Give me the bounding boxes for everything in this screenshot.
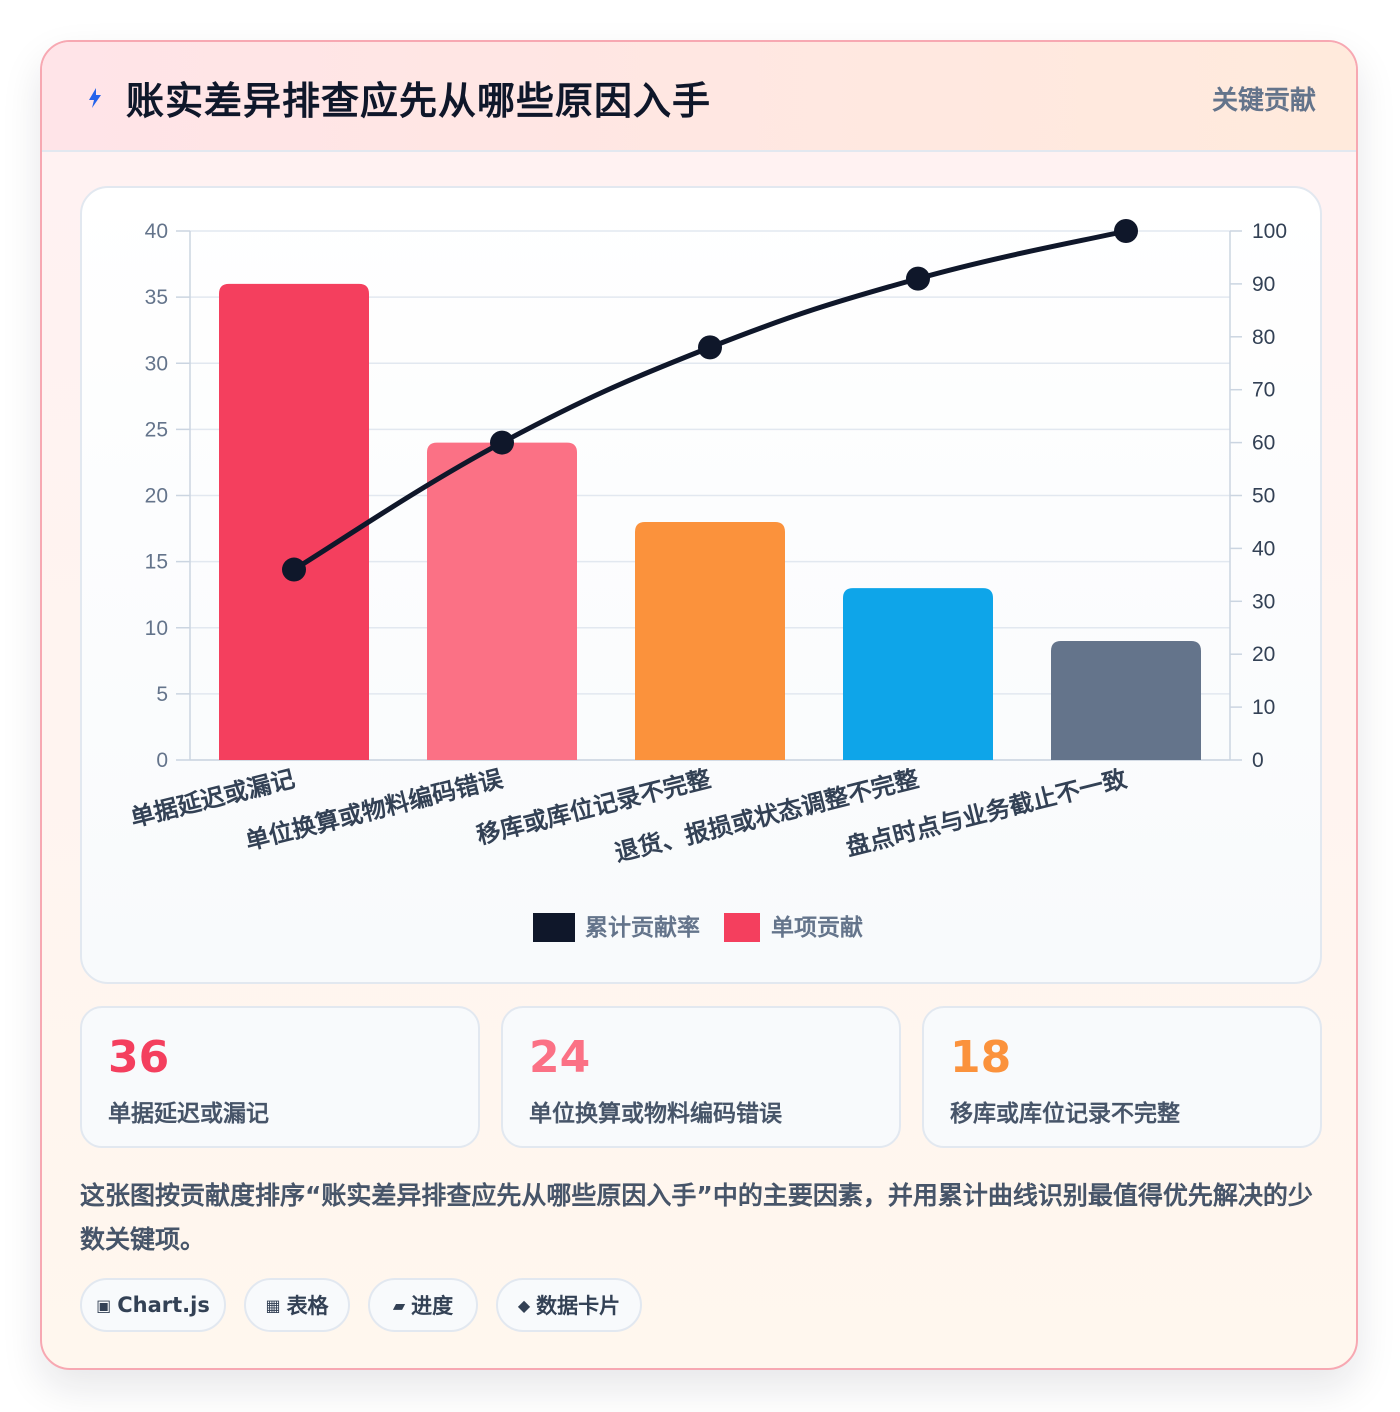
pill-label: 数据卡片 bbox=[536, 1294, 621, 1318]
pill-label: 进度 bbox=[411, 1294, 454, 1318]
legend-label: 累计贡献率 bbox=[585, 914, 700, 941]
pill-table[interactable]: ▦ 表格 bbox=[244, 1278, 350, 1332]
cumulative-point bbox=[906, 266, 930, 291]
legend-label: 单项贡献 bbox=[771, 915, 863, 941]
y-tick-label: 5 bbox=[156, 683, 168, 706]
y2-tick-label: 40 bbox=[1252, 537, 1275, 560]
diamond-icon: ◆ bbox=[517, 1295, 531, 1315]
y2-tick-label: 0 bbox=[1252, 749, 1264, 772]
stat-label: 单据延迟或漏记 bbox=[108, 1101, 269, 1127]
pill-label: Chart.js bbox=[117, 1293, 210, 1317]
pill-progress[interactable]: ▰ 进度 bbox=[368, 1278, 478, 1332]
bar bbox=[219, 283, 369, 760]
cumulative-point bbox=[282, 557, 306, 582]
stat-value: 24 bbox=[529, 1032, 591, 1083]
cumulative-point bbox=[698, 335, 722, 360]
y2-tick-label: 30 bbox=[1252, 590, 1275, 613]
bar bbox=[427, 442, 577, 760]
y2-tick-label: 20 bbox=[1252, 643, 1275, 666]
table-icon: ▦ bbox=[265, 1295, 281, 1315]
cumulative-point bbox=[490, 430, 514, 455]
stat-cards: 36 单据延迟或漏记 24 单位换算或物料编码错误 18 移库或库位记录不完整 bbox=[80, 1006, 1322, 1148]
y2-tick-label: 80 bbox=[1252, 326, 1275, 349]
page-title: 账实差异排查应先从哪些原因入手 bbox=[126, 79, 712, 123]
y2-tick-label: 50 bbox=[1252, 485, 1275, 508]
y2-tick-label: 100 bbox=[1252, 220, 1287, 243]
stat-label: 移库或库位记录不完整 bbox=[950, 1101, 1180, 1127]
y-tick-label: 15 bbox=[145, 551, 168, 574]
chart-panel: 0 5 10 15 20 25 30 35 40 0 10 20 30 40 50 60 70 80 90 100 单据… bbox=[80, 186, 1322, 984]
y-tick-label: 35 bbox=[145, 286, 168, 309]
y2-tick-label: 70 bbox=[1252, 379, 1275, 402]
pill-chartjs[interactable]: ▣ Chart.js bbox=[80, 1278, 226, 1332]
bar bbox=[843, 588, 993, 760]
progress-icon: ▰ bbox=[392, 1295, 406, 1315]
y-tick-label: 0 bbox=[156, 749, 168, 772]
stat-card: 24 单位换算或物料编码错误 bbox=[501, 1006, 901, 1148]
pill-label: 表格 bbox=[286, 1294, 329, 1318]
stat-card: 36 单据延迟或漏记 bbox=[80, 1006, 480, 1148]
bar bbox=[635, 521, 785, 760]
legend-swatch-single bbox=[724, 913, 760, 942]
card-header: 账实差异排查应先从哪些原因入手 关键贡献 bbox=[42, 42, 1356, 152]
y-tick-label: 20 bbox=[145, 485, 168, 508]
stat-label: 单位换算或物料编码错误 bbox=[529, 1101, 782, 1127]
lightning-bolt-icon bbox=[89, 88, 101, 108]
pareto-chart: 05101520253035400102030405060708090100单据… bbox=[128, 219, 1287, 942]
y2-tick-label: 60 bbox=[1252, 432, 1275, 455]
legend-swatch-cumulative bbox=[533, 913, 575, 942]
cumulative-line bbox=[292, 228, 1127, 572]
chart-card: 账实差异排查应先从哪些原因入手 关键贡献 0 5 10 15 20 25 30 35 40 0 10… bbox=[40, 40, 1358, 1370]
pill-data-card[interactable]: ◆ 数据卡片 bbox=[496, 1278, 642, 1332]
stat-card: 18 移库或库位记录不完整 bbox=[922, 1006, 1322, 1148]
y-tick-label: 25 bbox=[145, 418, 168, 441]
stat-value: 18 bbox=[950, 1032, 1012, 1083]
y2-tick-label: 90 bbox=[1252, 273, 1275, 296]
cumulative-point bbox=[1114, 219, 1138, 243]
y-tick-label: 30 bbox=[145, 352, 168, 375]
y-tick-label: 10 bbox=[145, 617, 168, 640]
bar bbox=[1051, 640, 1201, 760]
chart-icon: ▣ bbox=[96, 1295, 112, 1315]
stat-value: 36 bbox=[108, 1032, 170, 1083]
chart-description: 这张图按贡献度排序“账实差异排查应先从哪些原因入手”中的主要因素，并用累计曲线识… bbox=[80, 1181, 1313, 1254]
y2-tick-label: 10 bbox=[1252, 696, 1275, 719]
header-tag: 关键贡献 bbox=[1211, 86, 1316, 116]
y-tick-label: 40 bbox=[145, 220, 168, 243]
